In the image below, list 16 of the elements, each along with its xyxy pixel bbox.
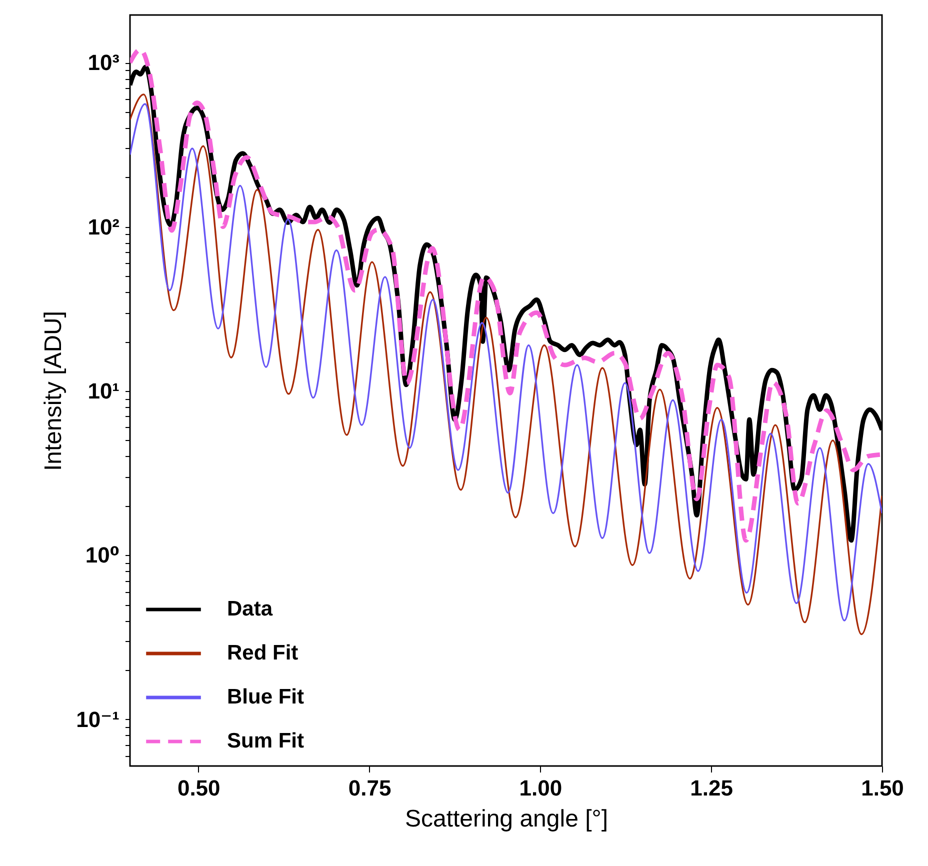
y-tick-label: 10⁻¹: [76, 706, 120, 732]
legend-label: Red Fit: [227, 642, 298, 664]
x-tick-label: 1.25: [690, 776, 734, 800]
legend-label: Data: [227, 598, 273, 620]
legend-label: Blue Fit: [227, 686, 304, 708]
x-axis-title: Scattering angle [°]: [404, 806, 608, 832]
legend-label: Sum Fit: [227, 730, 304, 752]
y-tick-label: 10²: [88, 214, 120, 240]
y-tick-label: 10³: [88, 50, 120, 76]
y-tick-label: 10⁰: [85, 542, 120, 568]
x-tick-label: 0.75: [348, 776, 392, 800]
x-tick-label: 1.50: [861, 776, 904, 800]
y-axis-title: Intensity [ADU]: [40, 310, 68, 472]
x-tick-label: 1.00: [519, 776, 562, 800]
x-tick-label: 0.50: [177, 776, 220, 800]
y-tick-label: 10¹: [88, 378, 120, 404]
